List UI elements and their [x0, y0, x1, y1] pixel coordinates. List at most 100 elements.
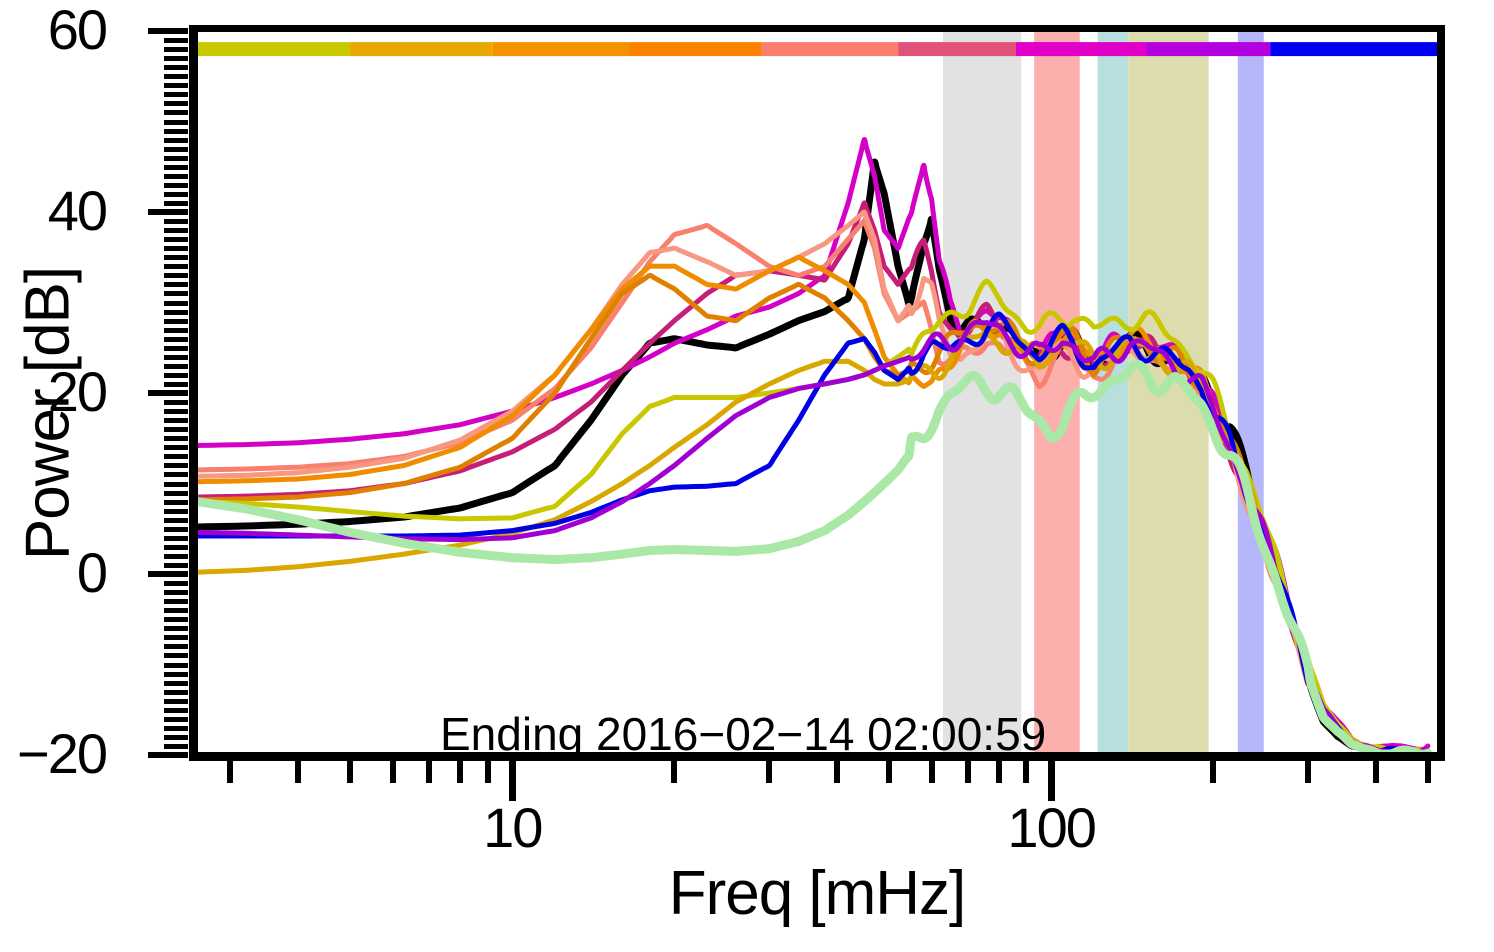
y-tick-minor — [164, 409, 188, 415]
y-tick-minor — [164, 427, 188, 433]
y-tick-minor — [164, 101, 188, 107]
x-tick-minor — [227, 761, 234, 783]
y-tick-minor — [164, 345, 188, 351]
y-tick-minor — [164, 200, 188, 206]
y-tick-minor — [164, 725, 188, 731]
x-tick-major — [1048, 761, 1056, 801]
y-tick-minor — [164, 372, 188, 378]
y-tick-minor — [164, 56, 188, 62]
y-tick-label: 60 — [47, 0, 108, 61]
axis-frame-right — [1437, 25, 1445, 761]
y-tick-minor — [164, 716, 188, 722]
x-tick-minor — [1424, 761, 1431, 783]
y-tick-minor — [164, 237, 188, 243]
y-tick-minor — [164, 617, 188, 623]
y-tick-minor — [164, 228, 188, 234]
x-tick-major — [509, 761, 517, 801]
y-tick-minor — [164, 381, 188, 387]
band-purple — [1237, 31, 1264, 755]
x-tick-minor — [425, 761, 432, 783]
y-tick-minor — [164, 164, 188, 170]
x-tick-minor — [885, 761, 892, 783]
x-tick-minor — [347, 761, 354, 783]
colorbar-segment-0 — [197, 42, 351, 57]
y-tick-minor — [164, 671, 188, 677]
y-tick-minor — [164, 246, 188, 252]
y-tick-minor — [164, 65, 188, 71]
y-tick-label: −20 — [17, 722, 108, 785]
y-tick-minor — [164, 644, 188, 650]
y-tick-label: 0 — [76, 541, 108, 604]
x-tick-minor — [964, 761, 971, 783]
y-tick-minor — [164, 707, 188, 713]
x-tick-minor — [671, 761, 678, 783]
y-tick-minor — [164, 454, 188, 460]
y-tick-minor — [164, 472, 188, 478]
spectra-curves-layer — [197, 137, 1433, 755]
y-tick-minor — [164, 264, 188, 270]
x-tick-minor — [766, 761, 773, 783]
y-tick-minor — [164, 255, 188, 261]
y-tick-minor — [164, 635, 188, 641]
y-tick-minor — [164, 137, 188, 143]
colorbar-segment-8 — [1270, 42, 1437, 57]
y-tick-minor — [164, 191, 188, 197]
y-tick-minor — [164, 155, 188, 161]
y-tick-minor — [164, 418, 188, 424]
series-light-green — [197, 359, 1433, 755]
y-tick-minor — [164, 445, 188, 451]
y-tick-minor — [164, 282, 188, 288]
y-tick-minor — [164, 110, 188, 116]
y-tick-minor — [164, 182, 188, 188]
y-tick-minor — [164, 74, 188, 80]
y-tick-minor — [164, 599, 188, 605]
x-tick-minor — [995, 761, 1002, 783]
y-tick-minor — [164, 300, 188, 306]
colorbar-segment-6 — [1015, 42, 1147, 57]
y-tick-minor — [164, 363, 188, 369]
y-tick-minor — [164, 553, 188, 559]
colorbar-segment-3 — [629, 42, 762, 57]
y-tick-minor — [164, 463, 188, 469]
colorbar-segment-1 — [350, 42, 493, 57]
y-tick-minor — [164, 698, 188, 704]
x-tick-minor — [1372, 761, 1379, 783]
axis-frame-bottom — [189, 752, 1445, 761]
y-tick-minor — [164, 662, 188, 668]
x-tick-minor — [484, 761, 491, 783]
y-tick-minor — [164, 508, 188, 514]
y-tick-minor — [164, 436, 188, 442]
y-tick-minor — [164, 481, 188, 487]
x-tick-minor — [389, 761, 396, 783]
y-tick-minor — [164, 734, 188, 740]
y-tick-minor — [164, 83, 188, 89]
x-tick-minor — [928, 761, 935, 783]
y-tick-minor — [164, 653, 188, 659]
y-tick-minor — [164, 309, 188, 315]
y-tick-minor — [164, 517, 188, 523]
y-tick-minor — [164, 490, 188, 496]
colorbar-segment-7 — [1146, 42, 1271, 57]
y-tick-minor — [164, 608, 188, 614]
x-axis-label: Freq [mHz] — [668, 859, 967, 928]
colorbar-segment-5 — [898, 42, 1016, 57]
y-tick-minor — [164, 544, 188, 550]
y-tick-minor — [164, 562, 188, 568]
y-tick-major — [148, 752, 188, 758]
y-tick-minor — [164, 743, 188, 749]
y-tick-major — [148, 28, 188, 34]
ending-timestamp-annotation: Ending 2016−02−14 02:00:59 — [440, 708, 1047, 760]
y-tick-minor — [164, 590, 188, 596]
y-tick-minor — [164, 400, 188, 406]
x-tick-minor — [1305, 761, 1312, 783]
colorbar-segment-4 — [761, 42, 899, 57]
x-tick-label: 100 — [1007, 796, 1096, 859]
y-tick-major — [148, 390, 188, 396]
y-tick-minor — [164, 128, 188, 134]
x-tick-minor — [833, 761, 840, 783]
y-tick-label: 40 — [47, 179, 108, 242]
y-tick-minor — [164, 92, 188, 98]
y-tick-minor — [164, 689, 188, 695]
y-tick-minor — [164, 146, 188, 152]
